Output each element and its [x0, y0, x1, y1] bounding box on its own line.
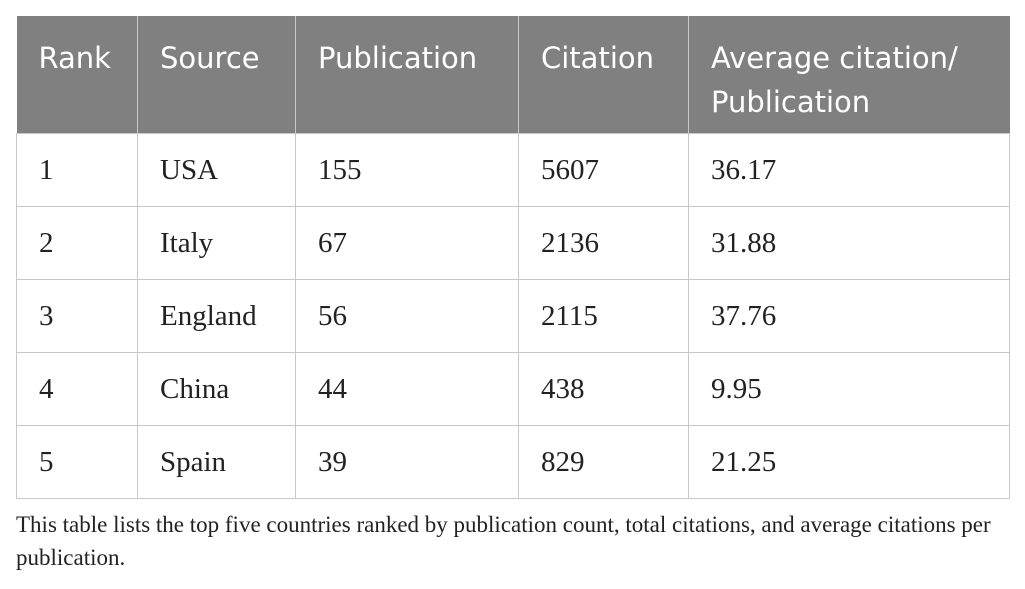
table-row: 1 USA 155 5607 36.17: [16, 133, 1010, 207]
table-cell: 155: [295, 133, 519, 207]
table-caption: This table lists the top five countries …: [16, 512, 991, 570]
table-cell: 1: [16, 133, 138, 207]
table-cell: 31.88: [688, 206, 1010, 280]
table-cell: USA: [137, 133, 296, 207]
table-cell: 56: [295, 279, 519, 353]
table-cell: 21.25: [688, 425, 1010, 499]
header-cell: Source: [137, 16, 296, 134]
table-cell: 44: [295, 352, 519, 426]
header-cell: Publication: [295, 16, 519, 134]
table-cell: 67: [295, 206, 519, 280]
table-cell: 829: [518, 425, 689, 499]
header-cell: Citation: [518, 16, 689, 134]
table-row: 3 England 56 2115 37.76: [16, 279, 1010, 353]
table-row: 4 China 44 438 9.95: [16, 352, 1010, 426]
table-cell: 438: [518, 352, 689, 426]
table-cell: 37.76: [688, 279, 1010, 353]
table-cell: 2136: [518, 206, 689, 280]
header-cell: Rank: [16, 16, 138, 134]
table-body: 1 USA 155 5607 36.17 2 Italy 67 2136 31.88 3 Englan…: [16, 133, 1010, 499]
table-cell: 36.17: [688, 133, 1010, 207]
table-cell: 9.95: [688, 352, 1010, 426]
table-cell: 3: [16, 279, 138, 353]
table-cell: Italy: [137, 206, 296, 280]
header-row: Rank Source Publication Citation Average cit…: [16, 16, 1010, 134]
table-cell: Spain: [137, 425, 296, 499]
table-cell: 39: [295, 425, 519, 499]
table-cell: 4: [16, 352, 138, 426]
table-row: 2 Italy 67 2136 31.88: [16, 206, 1010, 280]
header-cell: Average citation/ Publication: [688, 16, 1010, 134]
table-cell: China: [137, 352, 296, 426]
table-cell: 5607: [518, 133, 689, 207]
table-cell: 2: [16, 206, 138, 280]
data-table: Rank Source Publication Citation Average cit…: [16, 16, 1010, 499]
table-cell: 2115: [518, 279, 689, 353]
table-cell: England: [137, 279, 296, 353]
table-cell: 5: [16, 425, 138, 499]
table-row: 5 Spain 39 829 21.25: [16, 425, 1010, 499]
